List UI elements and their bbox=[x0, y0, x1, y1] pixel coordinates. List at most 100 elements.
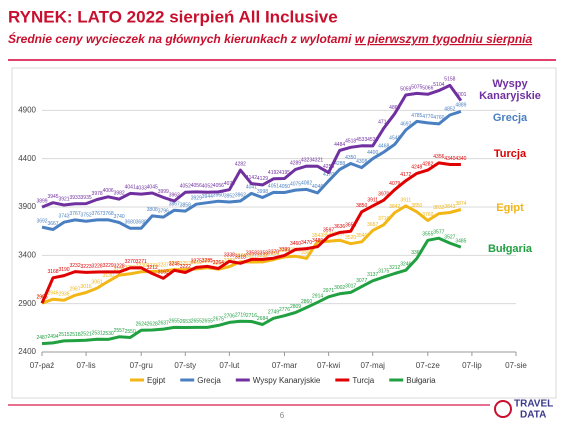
x-tick-label: 07-lut bbox=[219, 361, 240, 370]
series-label: Egipt bbox=[496, 202, 524, 214]
data-label: 3470 bbox=[301, 240, 312, 246]
data-label: 3962 bbox=[169, 192, 180, 198]
chart-frame bbox=[11, 67, 557, 399]
data-label: 3358 bbox=[246, 251, 257, 257]
legend-label: Turcja bbox=[352, 376, 374, 385]
data-label: 4056 bbox=[213, 183, 224, 189]
data-label: 3767 bbox=[92, 211, 103, 217]
data-label: 3952 bbox=[224, 193, 235, 199]
data-label: 2987 bbox=[70, 287, 81, 293]
data-label: 3850 bbox=[411, 203, 422, 209]
data-label: 3331 bbox=[246, 253, 257, 259]
data-label: 3970 bbox=[378, 192, 389, 198]
data-label: 3933 bbox=[70, 195, 81, 201]
data-label: 3680 bbox=[125, 220, 136, 226]
data-label: 3228 bbox=[114, 263, 125, 269]
data-label: 2809 bbox=[290, 304, 301, 310]
data-label: 3999 bbox=[158, 189, 169, 195]
data-label: 3016 bbox=[81, 284, 92, 290]
data-label: 2655 bbox=[191, 319, 202, 325]
data-label: 3229 bbox=[103, 263, 114, 269]
data-label: 3228 bbox=[92, 263, 103, 269]
x-tick-label: 07-mar bbox=[272, 361, 298, 370]
data-label: 2557 bbox=[114, 328, 125, 334]
data-label: 3332 bbox=[257, 253, 268, 259]
data-label: 2860 bbox=[301, 299, 312, 305]
series-label: Turcja bbox=[493, 148, 527, 160]
data-label: 4282 bbox=[422, 161, 433, 167]
data-label: 3843 bbox=[444, 204, 455, 210]
page-number: 6 bbox=[280, 411, 285, 420]
data-label: 3275 bbox=[191, 259, 202, 265]
data-label: 2531 bbox=[92, 331, 103, 337]
series-line bbox=[41, 204, 462, 305]
data-label: 2494 bbox=[47, 334, 58, 340]
data-label: 2706 bbox=[224, 314, 235, 320]
data-label: 3650 bbox=[345, 222, 356, 228]
x-tick-label: 07-gru bbox=[130, 361, 153, 370]
data-label: 2719 bbox=[235, 312, 246, 318]
data-label: 4323 bbox=[301, 157, 312, 163]
data-label: 3245 bbox=[169, 262, 180, 268]
y-tick-label: 4400 bbox=[18, 154, 36, 163]
data-label: 3285 bbox=[202, 258, 213, 264]
logo-top: TRAVEL bbox=[514, 399, 553, 410]
data-label: 3175 bbox=[378, 268, 389, 274]
data-label: 3246 bbox=[400, 262, 411, 268]
data-label: 4079 bbox=[389, 181, 400, 187]
data-label: 3460 bbox=[290, 241, 301, 247]
data-label: 4079 bbox=[224, 181, 235, 187]
data-label: 4350 bbox=[345, 155, 356, 161]
data-label: 2550 bbox=[125, 329, 136, 335]
data-label: 3368 bbox=[301, 250, 312, 256]
data-label: 3680 bbox=[136, 220, 147, 226]
data-label: 2637 bbox=[158, 320, 169, 326]
x-tick-label: 07-lip bbox=[462, 361, 482, 370]
data-label: 3271 bbox=[136, 259, 147, 265]
data-label: 5104 bbox=[433, 82, 444, 88]
data-label: 3264 bbox=[213, 260, 224, 266]
data-label: 4760 bbox=[433, 115, 444, 121]
x-tick-label: 07-sty bbox=[174, 361, 196, 370]
data-label: 3667 bbox=[47, 221, 58, 227]
data-label: 4532 bbox=[367, 137, 378, 143]
data-label: 4518 bbox=[345, 139, 356, 145]
data-label: 4051 bbox=[268, 184, 279, 190]
data-label: 3557 bbox=[334, 231, 345, 237]
data-label: 3232 bbox=[70, 263, 81, 269]
data-label: 3270 bbox=[125, 259, 136, 265]
data-label: 2530 bbox=[103, 331, 114, 337]
data-label: 2655 bbox=[202, 319, 213, 325]
data-label: 3911 bbox=[400, 197, 411, 203]
subtitle-emphasis: w pierwszym tygodniu sierpnia bbox=[355, 32, 533, 46]
data-label: 4400 bbox=[367, 150, 378, 156]
data-label: 2521 bbox=[81, 332, 92, 338]
data-label: 3921 bbox=[58, 196, 69, 202]
data-label: 4056 bbox=[191, 183, 202, 189]
data-label: 3162 bbox=[158, 270, 169, 276]
data-label: 4321 bbox=[312, 158, 323, 164]
data-label: 4052 bbox=[180, 184, 191, 190]
data-label: 3692 bbox=[36, 218, 47, 224]
legend-label: Bułgaria bbox=[406, 376, 436, 385]
data-label: 3017 bbox=[345, 284, 356, 290]
data-label: 4256 bbox=[323, 164, 334, 170]
data-label: 3962 bbox=[235, 192, 246, 198]
data-label: 3752 bbox=[81, 213, 92, 219]
data-label: 3636 bbox=[334, 224, 345, 230]
data-label: 4852 bbox=[444, 106, 455, 112]
data-label: 4046 bbox=[312, 184, 323, 190]
data-label: 3318 bbox=[235, 255, 246, 261]
data-label: 2914 bbox=[312, 294, 323, 300]
legend-label: Grecja bbox=[197, 376, 221, 385]
series-label: Bułgaria bbox=[487, 243, 532, 255]
data-label: 4041 bbox=[125, 185, 136, 191]
y-tick-label: 3900 bbox=[18, 202, 36, 211]
y-tick-label: 2400 bbox=[18, 347, 36, 356]
data-label: 2776 bbox=[279, 307, 290, 313]
data-label: 4770 bbox=[422, 114, 433, 120]
data-label: 3740 bbox=[114, 214, 125, 220]
data-label: 3190 bbox=[58, 267, 69, 273]
data-label: 3237 bbox=[158, 262, 169, 268]
